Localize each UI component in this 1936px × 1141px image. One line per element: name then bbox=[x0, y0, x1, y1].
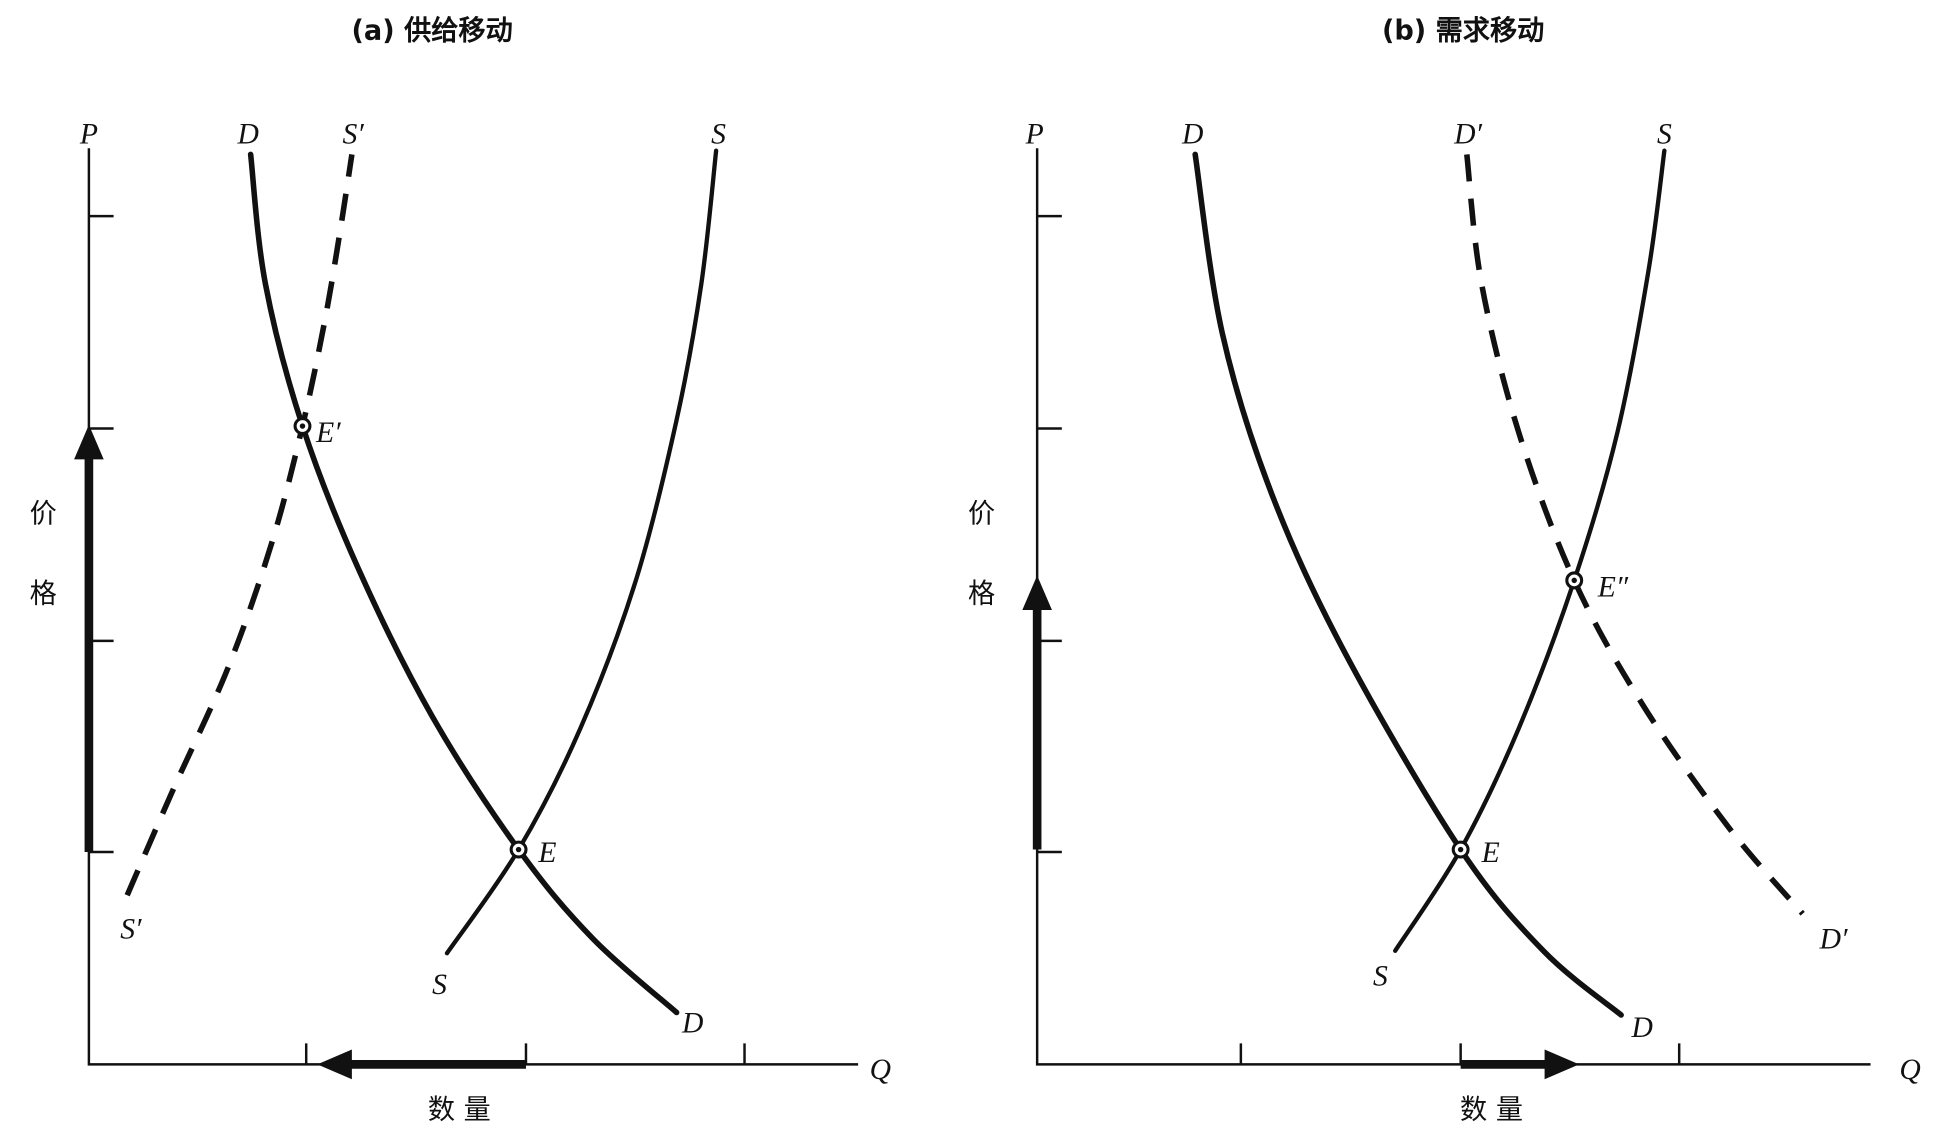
x-axis-label: Q bbox=[1899, 1054, 1920, 1086]
curve-label: S bbox=[432, 969, 447, 1001]
y-label-char: 格 bbox=[30, 579, 57, 610]
arrow-head bbox=[74, 424, 104, 460]
panel-a: (a) 供给移动 P Q 价 格 数 量 D S′ S S′ S D E′ E bbox=[30, 16, 891, 1126]
y-axis-label: P bbox=[79, 118, 98, 150]
point-label: E bbox=[1481, 837, 1500, 869]
point-label: E bbox=[537, 837, 556, 869]
equilibrium-dot bbox=[299, 423, 306, 429]
curve-label: D′ bbox=[1453, 118, 1482, 150]
point-label: E″ bbox=[1597, 571, 1629, 603]
panel-title: (b) 需求移动 bbox=[1382, 16, 1544, 47]
x-axis-label: Q bbox=[870, 1054, 891, 1086]
equilibrium-dot bbox=[1571, 577, 1577, 584]
equilibrium-dot bbox=[1457, 846, 1464, 853]
panel-b: (b) 需求移动 P Q 价 格 数 量 D D′ S S D D′ E E″ bbox=[968, 16, 1921, 1126]
axes bbox=[1035, 148, 1871, 1066]
x-label: 数 量 bbox=[428, 1095, 491, 1126]
panel-title: (a) 供给移动 bbox=[352, 16, 513, 47]
arrow-head bbox=[1022, 575, 1052, 611]
demand-curve bbox=[1192, 151, 1624, 1018]
x-label: 数 量 bbox=[1460, 1095, 1523, 1126]
curve-label: D bbox=[1181, 118, 1203, 150]
curve-label: D bbox=[681, 1007, 703, 1039]
equilibrium-dot bbox=[515, 846, 522, 853]
demand-curve bbox=[247, 151, 680, 1016]
y-label-char: 格 bbox=[968, 579, 995, 610]
y-label-char: 价 bbox=[968, 498, 995, 529]
curve-label: S′ bbox=[342, 118, 364, 150]
arrow-head bbox=[317, 1049, 352, 1080]
arrow-head bbox=[1544, 1049, 1580, 1080]
curve-label: D′ bbox=[1819, 923, 1848, 955]
supply-curve bbox=[1393, 148, 1667, 953]
y-label-char: 价 bbox=[30, 498, 57, 529]
curve-label: S bbox=[1657, 118, 1672, 150]
supply-curve bbox=[444, 148, 719, 956]
new-demand-curve bbox=[1464, 154, 1805, 916]
curve-label: S′ bbox=[120, 913, 142, 945]
axes bbox=[87, 148, 859, 1066]
curve-label: D bbox=[1630, 1012, 1652, 1044]
curve-label: D bbox=[236, 118, 258, 150]
curve-label: S bbox=[711, 118, 726, 150]
y-axis-label: P bbox=[1025, 118, 1044, 150]
point-label: E′ bbox=[315, 417, 341, 449]
curves bbox=[124, 148, 1805, 1018]
curve-label: S bbox=[1373, 960, 1388, 992]
new-supply-curve bbox=[124, 153, 355, 897]
